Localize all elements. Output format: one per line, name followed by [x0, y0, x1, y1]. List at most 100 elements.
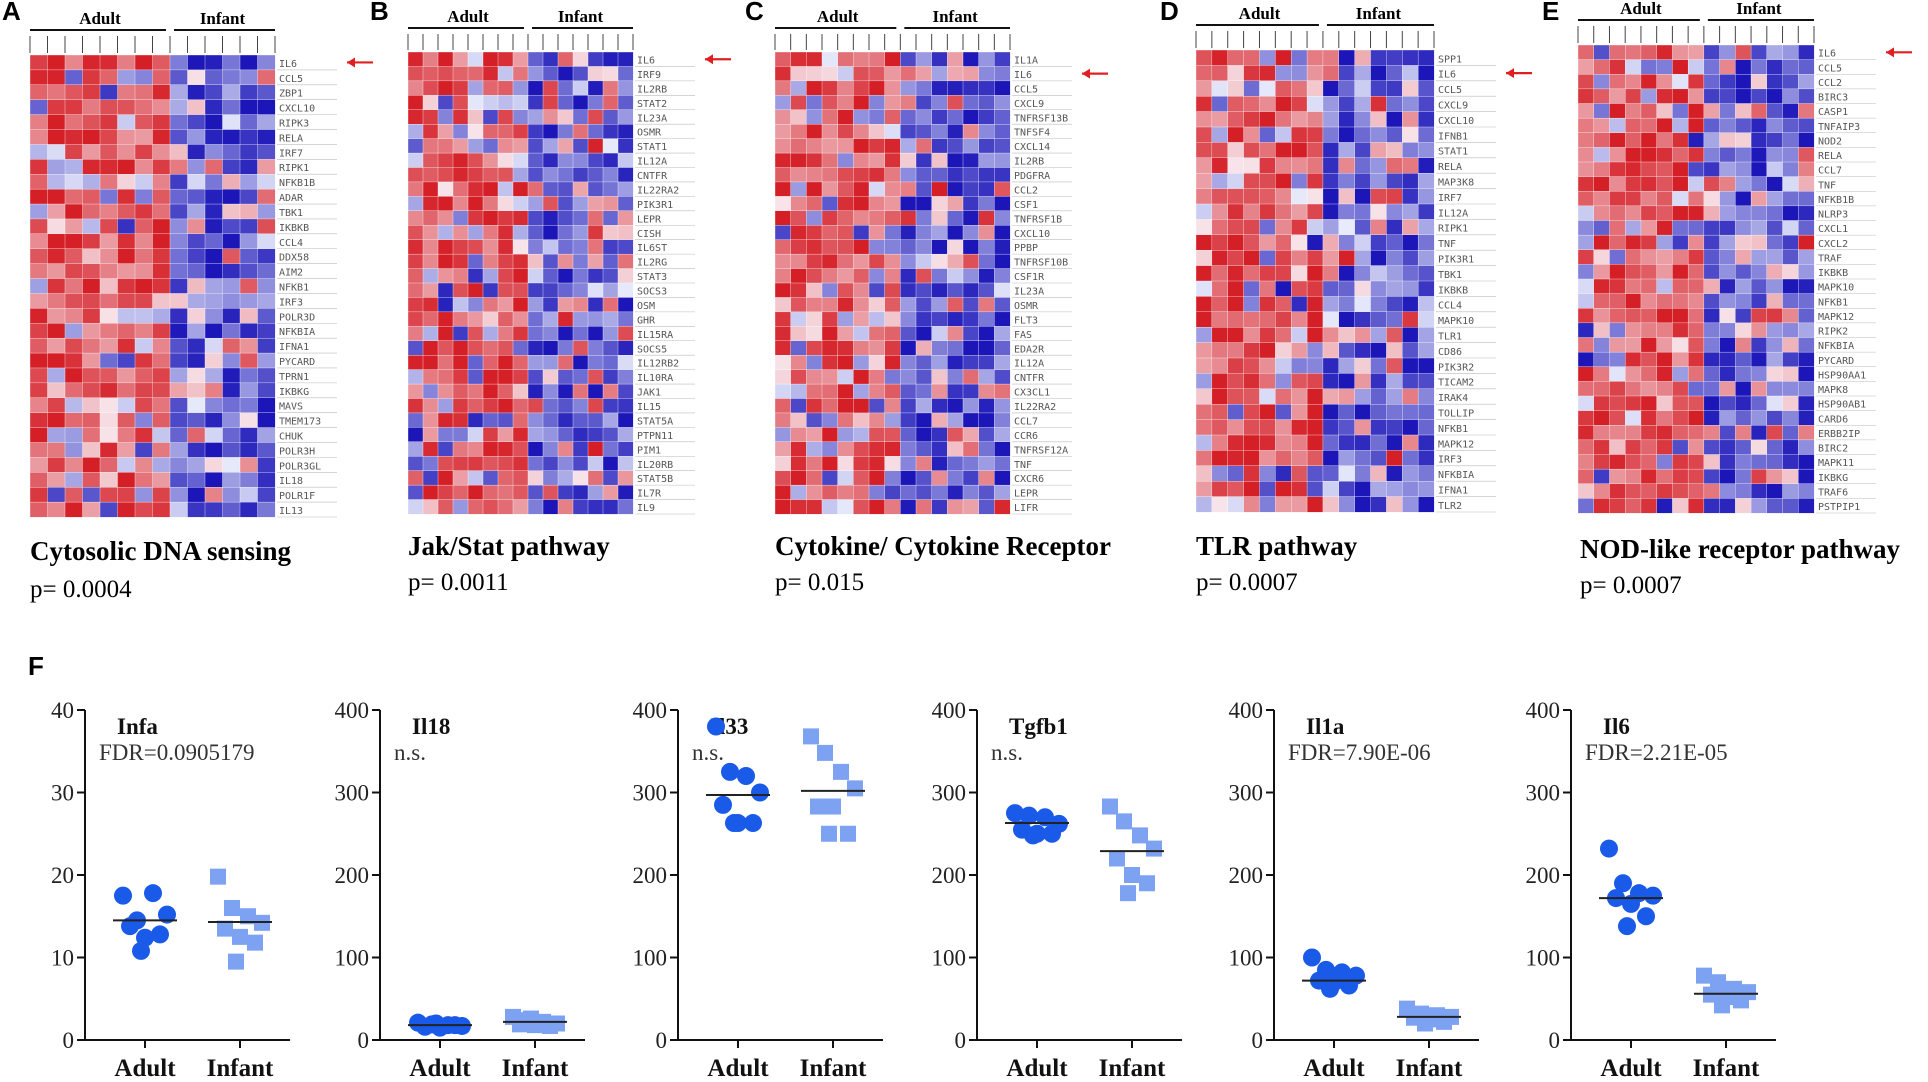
heatmap-cell: [1354, 219, 1372, 236]
heatmap-cell: [29, 99, 48, 116]
gene-label: RIPK2: [1818, 327, 1848, 338]
heatmap-cell: [821, 383, 839, 399]
heatmap-cell: [169, 99, 188, 116]
heatmap-cell: [1625, 176, 1642, 192]
heatmap-cell: [557, 369, 574, 385]
heatmap-cell: [1609, 44, 1626, 61]
heatmap-cell: [47, 99, 66, 116]
heatmap-cell: [1259, 434, 1276, 451]
heatmap-cell: [1672, 498, 1689, 514]
heatmap-cell: [1338, 357, 1356, 374]
heatmap-cell: [1766, 117, 1784, 134]
heatmap-cell: [452, 326, 469, 342]
heatmap-cell: [1577, 205, 1595, 221]
heatmap-cell: [978, 326, 995, 342]
heatmap-cell: [962, 80, 980, 96]
heatmap-cell: [1370, 65, 1387, 82]
heatmap-cell: [1386, 280, 1403, 297]
heatmap-cell: [187, 427, 206, 443]
heatmap-cell: [837, 95, 854, 111]
heatmap-cell: [1687, 191, 1705, 207]
heatmap-cell: [1291, 126, 1308, 143]
heatmap-cell: [1243, 357, 1260, 374]
heatmap-cell: [900, 196, 917, 212]
heatmap-cell: [1417, 157, 1435, 174]
heatmap-cell: [1227, 219, 1245, 236]
heatmap-cell: [884, 499, 901, 515]
gene-label: CXCL2: [1818, 239, 1848, 250]
heatmap-cell: [467, 470, 484, 486]
heatmap-cell: [29, 278, 48, 294]
heatmap-cell: [1719, 103, 1736, 119]
heatmap-cell: [806, 239, 823, 255]
heatmap-cell: [1386, 419, 1403, 436]
heatmap-cell: [1609, 117, 1626, 134]
heatmap-cell: [617, 311, 634, 327]
heatmap-cell: [204, 427, 223, 443]
heatmap-cell: [978, 66, 995, 82]
y-tick-label: 400: [633, 698, 668, 723]
highlight-arrow-head: [347, 57, 355, 68]
heatmap-cell: [821, 427, 839, 443]
gene-label: JAK1: [637, 388, 661, 399]
heatmap-cell: [978, 80, 995, 96]
heatmap-cell: [1291, 311, 1308, 328]
heatmap-cell: [1656, 308, 1673, 324]
heatmap-cell: [978, 95, 995, 111]
heatmap-cell: [1609, 337, 1626, 353]
heatmap-cell: [1211, 80, 1229, 97]
gene-label: IL15: [637, 402, 661, 413]
heatmap-cell: [853, 239, 870, 255]
heatmap-cell: [1672, 308, 1689, 324]
heatmap-cell: [99, 218, 118, 235]
heatmap-cell: [1766, 132, 1784, 148]
heatmap-cell: [29, 248, 48, 265]
heatmap-cell: [1672, 59, 1689, 75]
heatmap-cell: [1703, 74, 1721, 90]
heatmap-cell: [482, 109, 499, 125]
heatmap-cell: [947, 196, 964, 212]
y-tick-label: 0: [1549, 1028, 1561, 1053]
heatmap-cell: [117, 442, 136, 458]
heatmap-cell: [527, 369, 544, 385]
y-tick-label: 400: [932, 698, 967, 723]
heatmap-cell: [617, 138, 634, 154]
heatmap-cell: [1306, 419, 1324, 436]
heatmap-cell: [915, 311, 933, 327]
heatmap-cell: [1687, 176, 1705, 192]
heatmap-cell: [931, 311, 948, 327]
y-tick-label: 400: [335, 698, 370, 723]
heatmap-cell: [1354, 373, 1372, 390]
x-tick-label: Adult: [1303, 1055, 1365, 1082]
heatmap-cell: [994, 340, 1011, 356]
heatmap-cell: [1719, 147, 1736, 163]
heatmap-cell: [774, 456, 792, 472]
heatmap-cell: [134, 159, 153, 175]
heatmap-cell: [187, 84, 206, 101]
heatmap-cell: [1577, 395, 1595, 412]
heatmap-cell: [1766, 293, 1784, 309]
heatmap-cell: [239, 501, 258, 518]
heatmap-cell: [99, 174, 118, 190]
heatmap-cell: [482, 441, 499, 457]
data-point-adult: [1006, 804, 1024, 823]
heatmap-cell: [482, 95, 499, 111]
heatmap-cell: [1656, 425, 1673, 441]
heatmap-cell: [1291, 157, 1308, 174]
heatmap-cell: [542, 167, 559, 183]
data-point-adult: [725, 814, 743, 833]
heatmap-cell: [1656, 395, 1673, 412]
heatmap-cell: [1195, 280, 1213, 297]
plot-stat: FDR=7.90E-06: [1288, 740, 1431, 765]
heatmap-cell: [117, 233, 136, 250]
heatmap-cell: [1577, 439, 1595, 455]
heatmap-cell: [222, 99, 241, 116]
heatmap-cell: [1719, 337, 1736, 353]
heatmap-cell: [774, 427, 792, 443]
heatmap-cell: [617, 95, 634, 111]
heatmap-cell: [99, 129, 118, 145]
heatmap-cell: [1306, 49, 1324, 66]
heatmap-cell: [527, 95, 544, 111]
heatmap-cell: [557, 268, 574, 284]
heatmap-cell: [407, 456, 424, 472]
